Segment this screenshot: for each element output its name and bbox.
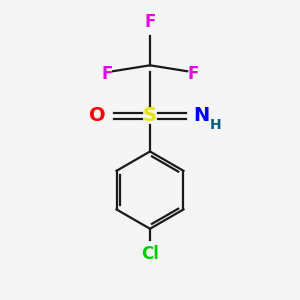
Text: F: F <box>144 13 156 31</box>
Text: H: H <box>209 118 221 132</box>
Text: O: O <box>89 106 105 125</box>
Text: Cl: Cl <box>141 245 159 263</box>
Text: F: F <box>101 65 113 83</box>
Text: F: F <box>187 65 199 83</box>
Text: N: N <box>193 106 209 125</box>
Text: S: S <box>143 106 157 125</box>
